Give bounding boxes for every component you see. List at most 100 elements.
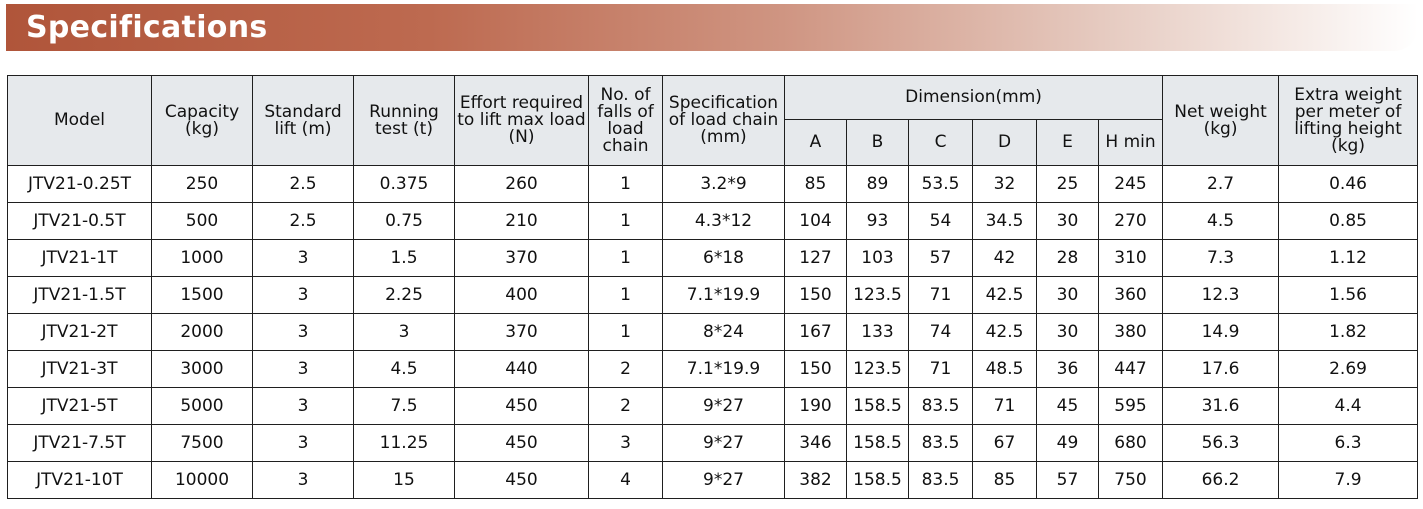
table-cell: 250 xyxy=(151,165,253,203)
table-cell: 48.5 xyxy=(972,350,1037,388)
table-cell: JTV21-3T xyxy=(7,350,152,388)
header-dim-d: D xyxy=(972,119,1037,166)
table-cell: 447 xyxy=(1097,350,1164,388)
table-row: JTV21-0.5T 500 2.5 0.75 210 1 4.3*12 104 93 54 34.… xyxy=(7,202,1419,240)
table-row: JTV21-5T 5000 3 7.5 450 2 9*27 190 158.5 83.5 71 45… xyxy=(7,387,1419,425)
table-row: JTV21-7.5T 7500 3 11.25 450 3 9*27 346 158.5 83.5… xyxy=(7,424,1419,462)
table-cell: 30 xyxy=(1036,276,1099,314)
table-cell: 4.3*12 xyxy=(662,202,785,240)
table-cell: 10000 xyxy=(151,461,253,499)
table-cell: 85 xyxy=(972,461,1037,499)
table-cell: 260 xyxy=(454,165,589,203)
table-cell: 0.85 xyxy=(1278,202,1419,240)
table-cell: 49 xyxy=(1036,424,1099,462)
table-cell: 1 xyxy=(588,202,663,240)
table-cell: 450 xyxy=(454,461,589,499)
table-cell: 93 xyxy=(846,202,909,240)
table-cell: 346 xyxy=(784,424,847,462)
table-cell: 42 xyxy=(972,239,1037,277)
table-cell: 595 xyxy=(1097,387,1164,425)
table-cell: 680 xyxy=(1097,424,1164,462)
table-cell: 32 xyxy=(972,165,1037,203)
table-cell: 30 xyxy=(1036,313,1099,351)
table-cell: 270 xyxy=(1097,202,1164,240)
table-cell: 382 xyxy=(784,461,847,499)
header-dim-a: A xyxy=(784,119,847,166)
table-cell: 57 xyxy=(908,239,973,277)
table-cell: 15 xyxy=(353,461,455,499)
table-cell: 1000 xyxy=(151,239,253,277)
table-cell: 190 xyxy=(784,387,847,425)
table-row: JTV21-3T 3000 3 4.5 440 2 7.1*19.9 150 123.5 71 48… xyxy=(7,350,1419,388)
table-cell: 2.5 xyxy=(252,165,354,203)
header-effort: Effort required to lift max load (N) xyxy=(454,75,589,166)
table-cell: 45 xyxy=(1036,387,1099,425)
table-cell: 1 xyxy=(588,313,663,351)
table-cell: 83.5 xyxy=(908,424,973,462)
header-running-test: Running test (t) xyxy=(353,75,455,166)
table-cell: 3.2*9 xyxy=(662,165,785,203)
table-cell: 370 xyxy=(454,313,589,351)
table-cell: 450 xyxy=(454,424,589,462)
table-cell: 150 xyxy=(784,350,847,388)
table-cell: 53.5 xyxy=(908,165,973,203)
table-cell: 7.1*19.9 xyxy=(662,276,785,314)
table-cell: 6*18 xyxy=(662,239,785,277)
table-cell: 380 xyxy=(1097,313,1164,351)
table-cell: 0.75 xyxy=(353,202,455,240)
header-extra-weight: Extra weight per meter of lifting height… xyxy=(1278,75,1419,166)
table-cell: 2.7 xyxy=(1162,165,1280,203)
table-cell: 158.5 xyxy=(846,424,909,462)
table-cell: 1.82 xyxy=(1278,313,1419,351)
table-cell: 2.25 xyxy=(353,276,455,314)
table-cell: 2 xyxy=(588,387,663,425)
table-row: JTV21-10T 10000 3 15 450 4 9*27 382 158.5 83.5 85 5… xyxy=(7,461,1419,499)
table-cell: 500 xyxy=(151,202,253,240)
table-cell: 1.12 xyxy=(1278,239,1419,277)
table-cell: 4 xyxy=(588,461,663,499)
table-cell: JTV21-0.25T xyxy=(7,165,152,203)
table-cell: 3 xyxy=(252,350,354,388)
table-cell: 67 xyxy=(972,424,1037,462)
table-cell: JTV21-2T xyxy=(7,313,152,351)
table-cell: 150 xyxy=(784,276,847,314)
table-cell: 31.6 xyxy=(1162,387,1280,425)
table-cell: 6.3 xyxy=(1278,424,1419,462)
table-cell: 1 xyxy=(588,239,663,277)
table-cell: 83.5 xyxy=(908,461,973,499)
table-cell: JTV21-1.5T xyxy=(7,276,152,314)
table-cell: 7.9 xyxy=(1278,461,1419,499)
table-cell: 34.5 xyxy=(972,202,1037,240)
table-cell: 9*27 xyxy=(662,424,785,462)
table-row: JTV21-1.5T 1500 3 2.25 400 1 7.1*19.9 150 123.5 7… xyxy=(7,276,1419,314)
table-cell: 104 xyxy=(784,202,847,240)
table-cell: 3 xyxy=(588,424,663,462)
table-cell: 0.375 xyxy=(353,165,455,203)
table-cell: JTV21-1T xyxy=(7,239,152,277)
table-cell: 71 xyxy=(908,350,973,388)
table-cell: 1500 xyxy=(151,276,253,314)
header-dim-c: C xyxy=(908,119,973,166)
table-cell: 11.25 xyxy=(353,424,455,462)
table-cell: 3 xyxy=(353,313,455,351)
header-dim-h: H min xyxy=(1097,119,1164,166)
table-cell: 450 xyxy=(454,387,589,425)
header-chain-spec: Specification of load chain (mm) xyxy=(662,75,785,166)
table-cell: 123.5 xyxy=(846,276,909,314)
table-cell: 9*27 xyxy=(662,387,785,425)
table-cell: 2000 xyxy=(151,313,253,351)
table-cell: 127 xyxy=(784,239,847,277)
table-cell: 71 xyxy=(972,387,1037,425)
table-cell: 7.5 xyxy=(353,387,455,425)
table-cell: 3 xyxy=(252,276,354,314)
table-cell: 71 xyxy=(908,276,973,314)
table-cell: 66.2 xyxy=(1162,461,1280,499)
table-cell: 12.3 xyxy=(1162,276,1280,314)
table-cell: 103 xyxy=(846,239,909,277)
table-cell: 245 xyxy=(1097,165,1164,203)
table-cell: 5000 xyxy=(151,387,253,425)
header-net-weight: Net weight (kg) xyxy=(1162,75,1280,166)
table-cell: 14.9 xyxy=(1162,313,1280,351)
table-cell: 310 xyxy=(1097,239,1164,277)
table-cell: 2 xyxy=(588,350,663,388)
